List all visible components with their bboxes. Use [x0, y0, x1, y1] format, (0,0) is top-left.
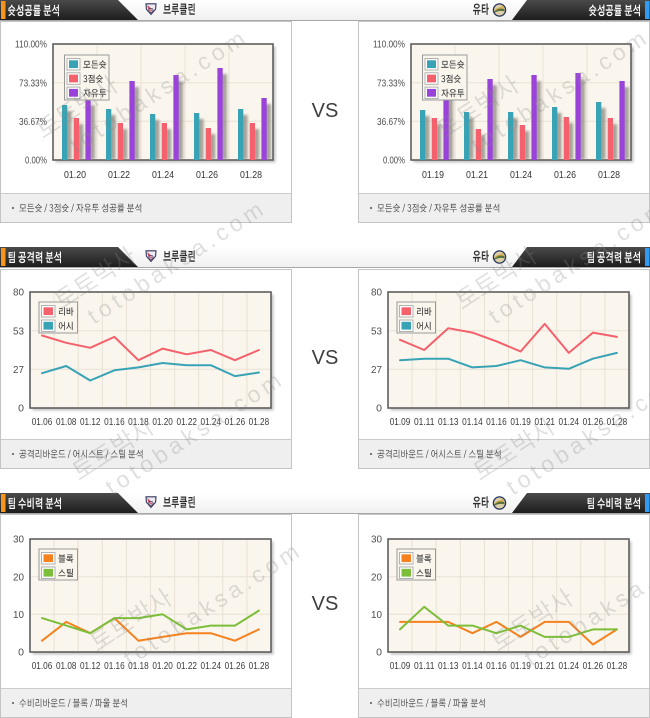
svg-text:01.11: 01.11	[414, 417, 435, 428]
svg-text:01.20: 01.20	[152, 417, 173, 428]
svg-text:80: 80	[371, 287, 382, 299]
svg-text:01.26: 01.26	[554, 170, 576, 181]
svg-text:01.11: 01.11	[414, 661, 435, 672]
svg-text:01.18: 01.18	[128, 417, 149, 428]
svg-text:01.19: 01.19	[510, 661, 531, 672]
svg-text:01.20: 01.20	[152, 661, 173, 672]
svg-text:73.33%: 73.33%	[377, 77, 405, 89]
svg-text:01.22: 01.22	[176, 661, 197, 672]
svg-text:01.28: 01.28	[249, 661, 270, 672]
svg-text:01.26: 01.26	[225, 661, 246, 672]
svg-text:01.24: 01.24	[559, 661, 580, 672]
svg-text:01.26: 01.26	[583, 661, 604, 672]
svg-text:0: 0	[18, 403, 24, 415]
svg-text:01.26: 01.26	[196, 170, 218, 181]
svg-text:01.13: 01.13	[438, 417, 459, 428]
svg-text:01.16: 01.16	[104, 661, 125, 672]
svg-text:80: 80	[13, 287, 24, 299]
svg-text:01.19: 01.19	[422, 170, 444, 181]
svg-text:01.21: 01.21	[534, 661, 555, 672]
svg-text:0: 0	[18, 647, 24, 659]
svg-text:20: 20	[371, 571, 382, 583]
svg-text:36.67%: 36.67%	[19, 116, 47, 128]
svg-text:01.24: 01.24	[201, 661, 222, 672]
svg-text:01.28: 01.28	[240, 170, 262, 181]
svg-text:01.20: 01.20	[64, 170, 86, 181]
svg-text:01.16: 01.16	[486, 661, 507, 672]
svg-text:20: 20	[13, 571, 24, 583]
svg-text:30: 30	[13, 534, 24, 546]
svg-text:73.33%: 73.33%	[19, 77, 47, 89]
svg-text:110.00%: 110.00%	[373, 39, 405, 51]
svg-text:01.12: 01.12	[80, 661, 101, 672]
svg-text:01.18: 01.18	[128, 661, 149, 672]
svg-text:01.22: 01.22	[176, 417, 197, 428]
svg-text:01.24: 01.24	[510, 170, 532, 181]
svg-text:01.19: 01.19	[510, 417, 531, 428]
svg-text:0.00%: 0.00%	[25, 155, 47, 167]
svg-text:01.24: 01.24	[559, 417, 580, 428]
svg-text:01.06: 01.06	[32, 417, 53, 428]
svg-text:110.00%: 110.00%	[15, 39, 47, 51]
svg-text:01.26: 01.26	[583, 417, 604, 428]
svg-text:01.28: 01.28	[249, 417, 270, 428]
svg-text:01.22: 01.22	[108, 170, 130, 181]
svg-text:01.16: 01.16	[104, 417, 125, 428]
svg-text:53: 53	[13, 325, 24, 337]
svg-text:01.14: 01.14	[462, 417, 483, 428]
svg-text:01.09: 01.09	[390, 417, 411, 428]
svg-text:01.24: 01.24	[152, 170, 174, 181]
svg-text:27: 27	[13, 364, 24, 376]
svg-text:27: 27	[371, 364, 382, 376]
svg-text:0: 0	[376, 647, 382, 659]
svg-text:0: 0	[376, 403, 382, 415]
svg-text:30: 30	[371, 534, 382, 546]
svg-text:01.24: 01.24	[201, 417, 222, 428]
svg-text:0.00%: 0.00%	[383, 155, 405, 167]
svg-text:01.12: 01.12	[80, 417, 101, 428]
svg-text:01.21: 01.21	[534, 417, 555, 428]
svg-text:53: 53	[371, 325, 382, 337]
svg-text:01.21: 01.21	[466, 170, 488, 181]
svg-text:01.28: 01.28	[598, 170, 620, 181]
svg-text:01.26: 01.26	[225, 417, 246, 428]
svg-text:01.16: 01.16	[486, 417, 507, 428]
svg-text:01.08: 01.08	[56, 417, 77, 428]
svg-text:10: 10	[371, 609, 382, 621]
svg-text:01.28: 01.28	[607, 661, 628, 672]
svg-text:01.09: 01.09	[390, 661, 411, 672]
svg-text:36.67%: 36.67%	[377, 116, 405, 128]
svg-text:01.13: 01.13	[438, 661, 459, 672]
svg-text:10: 10	[13, 609, 24, 621]
svg-text:01.08: 01.08	[56, 661, 77, 672]
svg-text:01.06: 01.06	[32, 661, 53, 672]
svg-text:01.14: 01.14	[462, 661, 483, 672]
svg-text:01.28: 01.28	[607, 417, 628, 428]
